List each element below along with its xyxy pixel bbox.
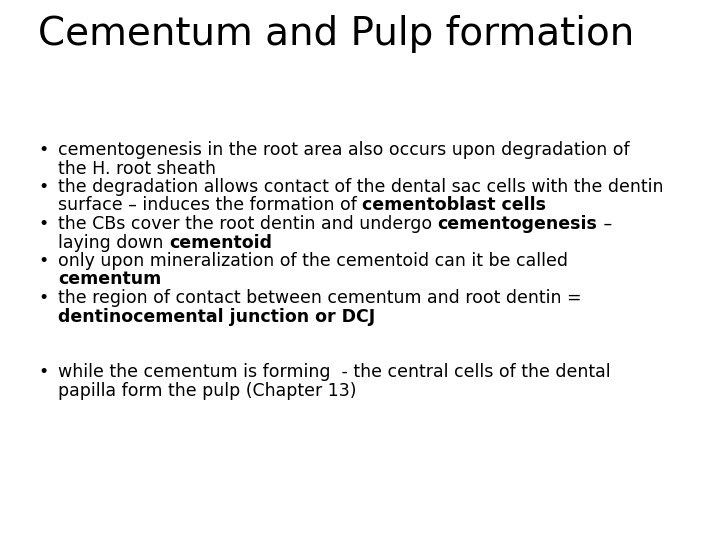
Text: the H. root sheath: the H. root sheath: [58, 159, 216, 178]
Text: cementogenesis in the root area also occurs upon degradation of: cementogenesis in the root area also occ…: [58, 141, 629, 159]
Text: the region of contact between cementum and root dentin =: the region of contact between cementum a…: [58, 289, 582, 307]
Text: cementogenesis: cementogenesis: [438, 215, 598, 233]
Text: only upon mineralization of the cementoid can it be called: only upon mineralization of the cementoi…: [58, 252, 568, 270]
Text: Cementum and Pulp formation: Cementum and Pulp formation: [38, 15, 634, 53]
Text: •: •: [38, 363, 48, 381]
Text: laying down: laying down: [58, 233, 169, 252]
Text: the degradation allows contact of the dental sac cells with the dentin: the degradation allows contact of the de…: [58, 178, 664, 196]
Text: while the cementum is forming  - the central cells of the dental: while the cementum is forming - the cent…: [58, 363, 611, 381]
Text: cementoblast cells: cementoblast cells: [362, 197, 546, 214]
Text: •: •: [38, 178, 48, 196]
Text: •: •: [38, 252, 48, 270]
Text: cementoid: cementoid: [169, 233, 272, 252]
Text: •: •: [38, 289, 48, 307]
Text: papilla form the pulp (Chapter 13): papilla form the pulp (Chapter 13): [58, 381, 356, 400]
Text: dentinocemental junction or DCJ: dentinocemental junction or DCJ: [58, 307, 375, 326]
Text: the CBs cover the root dentin and undergo: the CBs cover the root dentin and underg…: [58, 215, 438, 233]
Text: •: •: [38, 141, 48, 159]
Text: •: •: [38, 215, 48, 233]
Text: surface – induces the formation of: surface – induces the formation of: [58, 197, 362, 214]
Text: cementum: cementum: [58, 271, 161, 288]
Text: –: –: [598, 215, 612, 233]
